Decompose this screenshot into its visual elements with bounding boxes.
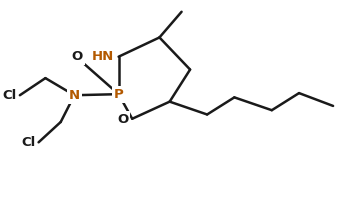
Text: N: N (69, 89, 80, 102)
Text: Cl: Cl (3, 89, 17, 102)
Text: Cl: Cl (21, 136, 36, 149)
Text: O: O (71, 50, 82, 63)
Text: O: O (117, 113, 128, 126)
Text: HN: HN (91, 50, 114, 63)
Text: P: P (114, 88, 124, 101)
